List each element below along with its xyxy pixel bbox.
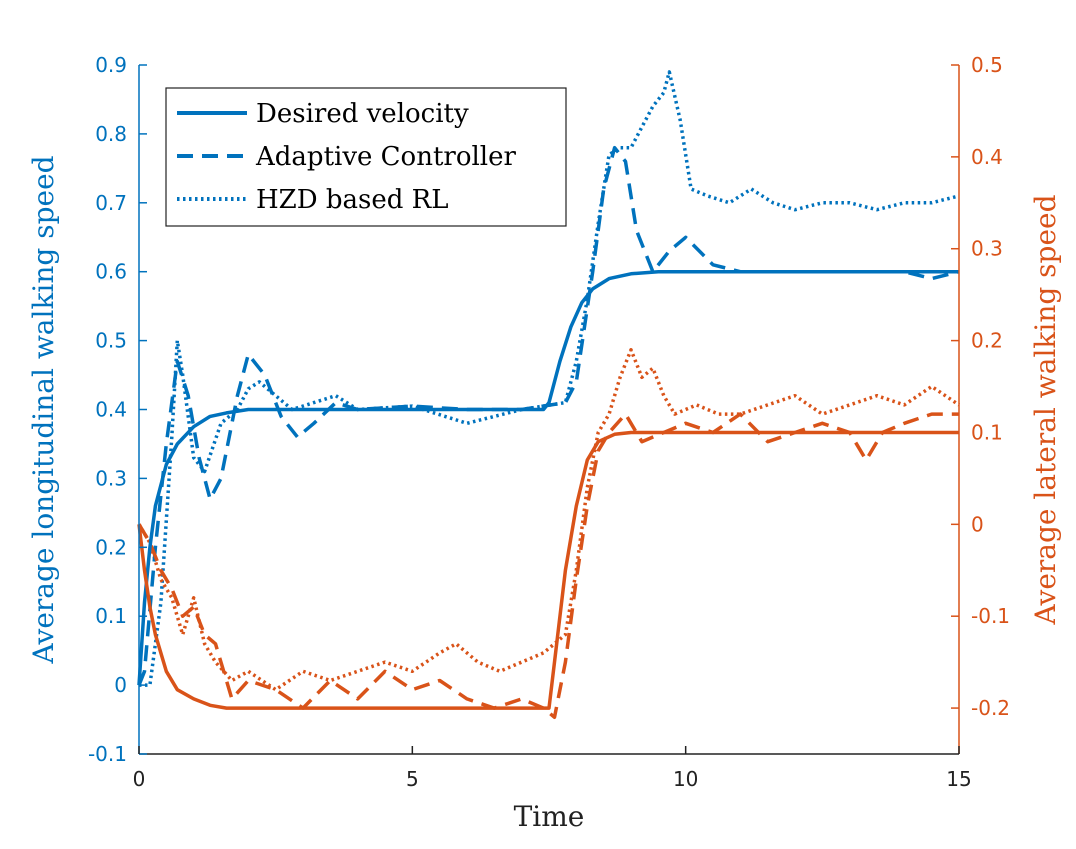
legend-label-adaptive: Adaptive Controller [255, 142, 517, 172]
left-y-tick-label: 0 [114, 673, 127, 697]
x-tick-label: 0 [133, 767, 146, 791]
left-y-tick-label: -0.1 [88, 742, 127, 766]
x-axis-label: Time [514, 800, 585, 833]
left-y-tick-label: 0.4 [95, 398, 127, 422]
series-line-longitudinal-dotted [139, 70, 960, 687]
series-layer [137, 70, 960, 720]
left-y-tick-label: 0.7 [95, 191, 127, 215]
left-y-tick-label: 0.5 [95, 329, 127, 353]
series-line-longitudinal-solid [137, 269, 959, 686]
right-y-tick-label: -0.1 [971, 604, 1010, 628]
legend: Desired velocity Adaptive Controller HZD… [165, 87, 567, 227]
series-line-longitudinal-dashed [137, 145, 960, 686]
right-y-tick-label: 0.5 [971, 53, 1003, 77]
left-y-tick-label: 0.8 [95, 122, 127, 146]
x-tick-label: 15 [946, 767, 971, 791]
ticks-layer: -0.100.10.20.30.40.50.60.70.80.9-0.2-0.1… [88, 53, 1010, 791]
right-y-tick-label: 0.4 [971, 145, 1003, 169]
legend-label-desired: Desired velocity [256, 99, 469, 129]
right-y-tick-label: 0.3 [971, 237, 1003, 261]
left-y-tick-label: 0.9 [95, 53, 127, 77]
right-y-axis-label: Average lateral walking speed [1029, 194, 1062, 625]
x-tick-label: 10 [673, 767, 698, 791]
left-y-axis-label: Average longitudinal walking speed [27, 155, 60, 664]
series-line-lateral-solid [137, 430, 959, 710]
right-y-tick-label: 0.1 [971, 420, 1003, 444]
right-y-tick-label: -0.2 [971, 696, 1010, 720]
legend-label-hzd: HZD based RL [256, 185, 448, 215]
right-y-tick-label: 0.2 [971, 329, 1003, 353]
left-y-tick-label: 0.2 [95, 535, 127, 559]
x-tick-label: 5 [406, 767, 419, 791]
left-y-tick-label: 0.1 [95, 604, 127, 628]
left-y-tick-label: 0.6 [95, 260, 127, 284]
right-y-tick-label: 0 [971, 512, 984, 536]
series-line-lateral-dashed [137, 412, 959, 720]
left-y-tick-label: 0.3 [95, 466, 127, 490]
